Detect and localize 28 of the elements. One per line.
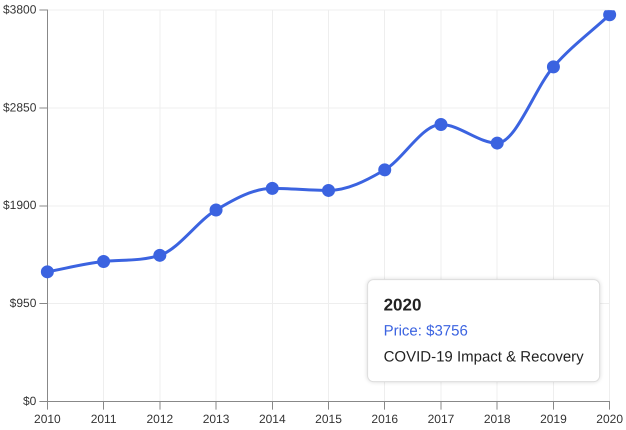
x-tick-label: 2019: [540, 412, 568, 426]
x-tick-label: 2020: [596, 412, 624, 426]
point: [40, 265, 54, 278]
x-tick-label: 2011: [90, 412, 117, 426]
point: [434, 118, 448, 132]
point: [603, 10, 616, 22]
x-tick-label: 2018: [484, 412, 511, 426]
x-tick-label: 2012: [146, 412, 174, 426]
point: [322, 184, 336, 197]
y-tick-label: $3800: [2, 2, 37, 17]
x-tick-label: 2015: [315, 412, 342, 426]
point: [490, 136, 504, 150]
y-tick-label: $950: [10, 296, 37, 310]
y-tick-label: $1900: [2, 198, 37, 212]
point: [378, 163, 392, 176]
x-tick-label: 2017: [428, 412, 455, 426]
point: [266, 182, 279, 195]
x-tick-label: 2014: [258, 412, 286, 426]
annotation: 2020 Price: $3756 COVID-19 Impact & Recovery: [384, 295, 584, 366]
point: [153, 248, 166, 262]
x-tick-label: 2016: [371, 412, 398, 426]
y-tick-label: $0: [23, 394, 37, 408]
point: [210, 204, 223, 217]
x-tick-label: 2013: [202, 412, 230, 426]
point: [546, 60, 560, 74]
point: [97, 255, 110, 268]
x-tick-label: 2010: [34, 412, 62, 426]
y-tick-label: $2850: [2, 100, 37, 114]
